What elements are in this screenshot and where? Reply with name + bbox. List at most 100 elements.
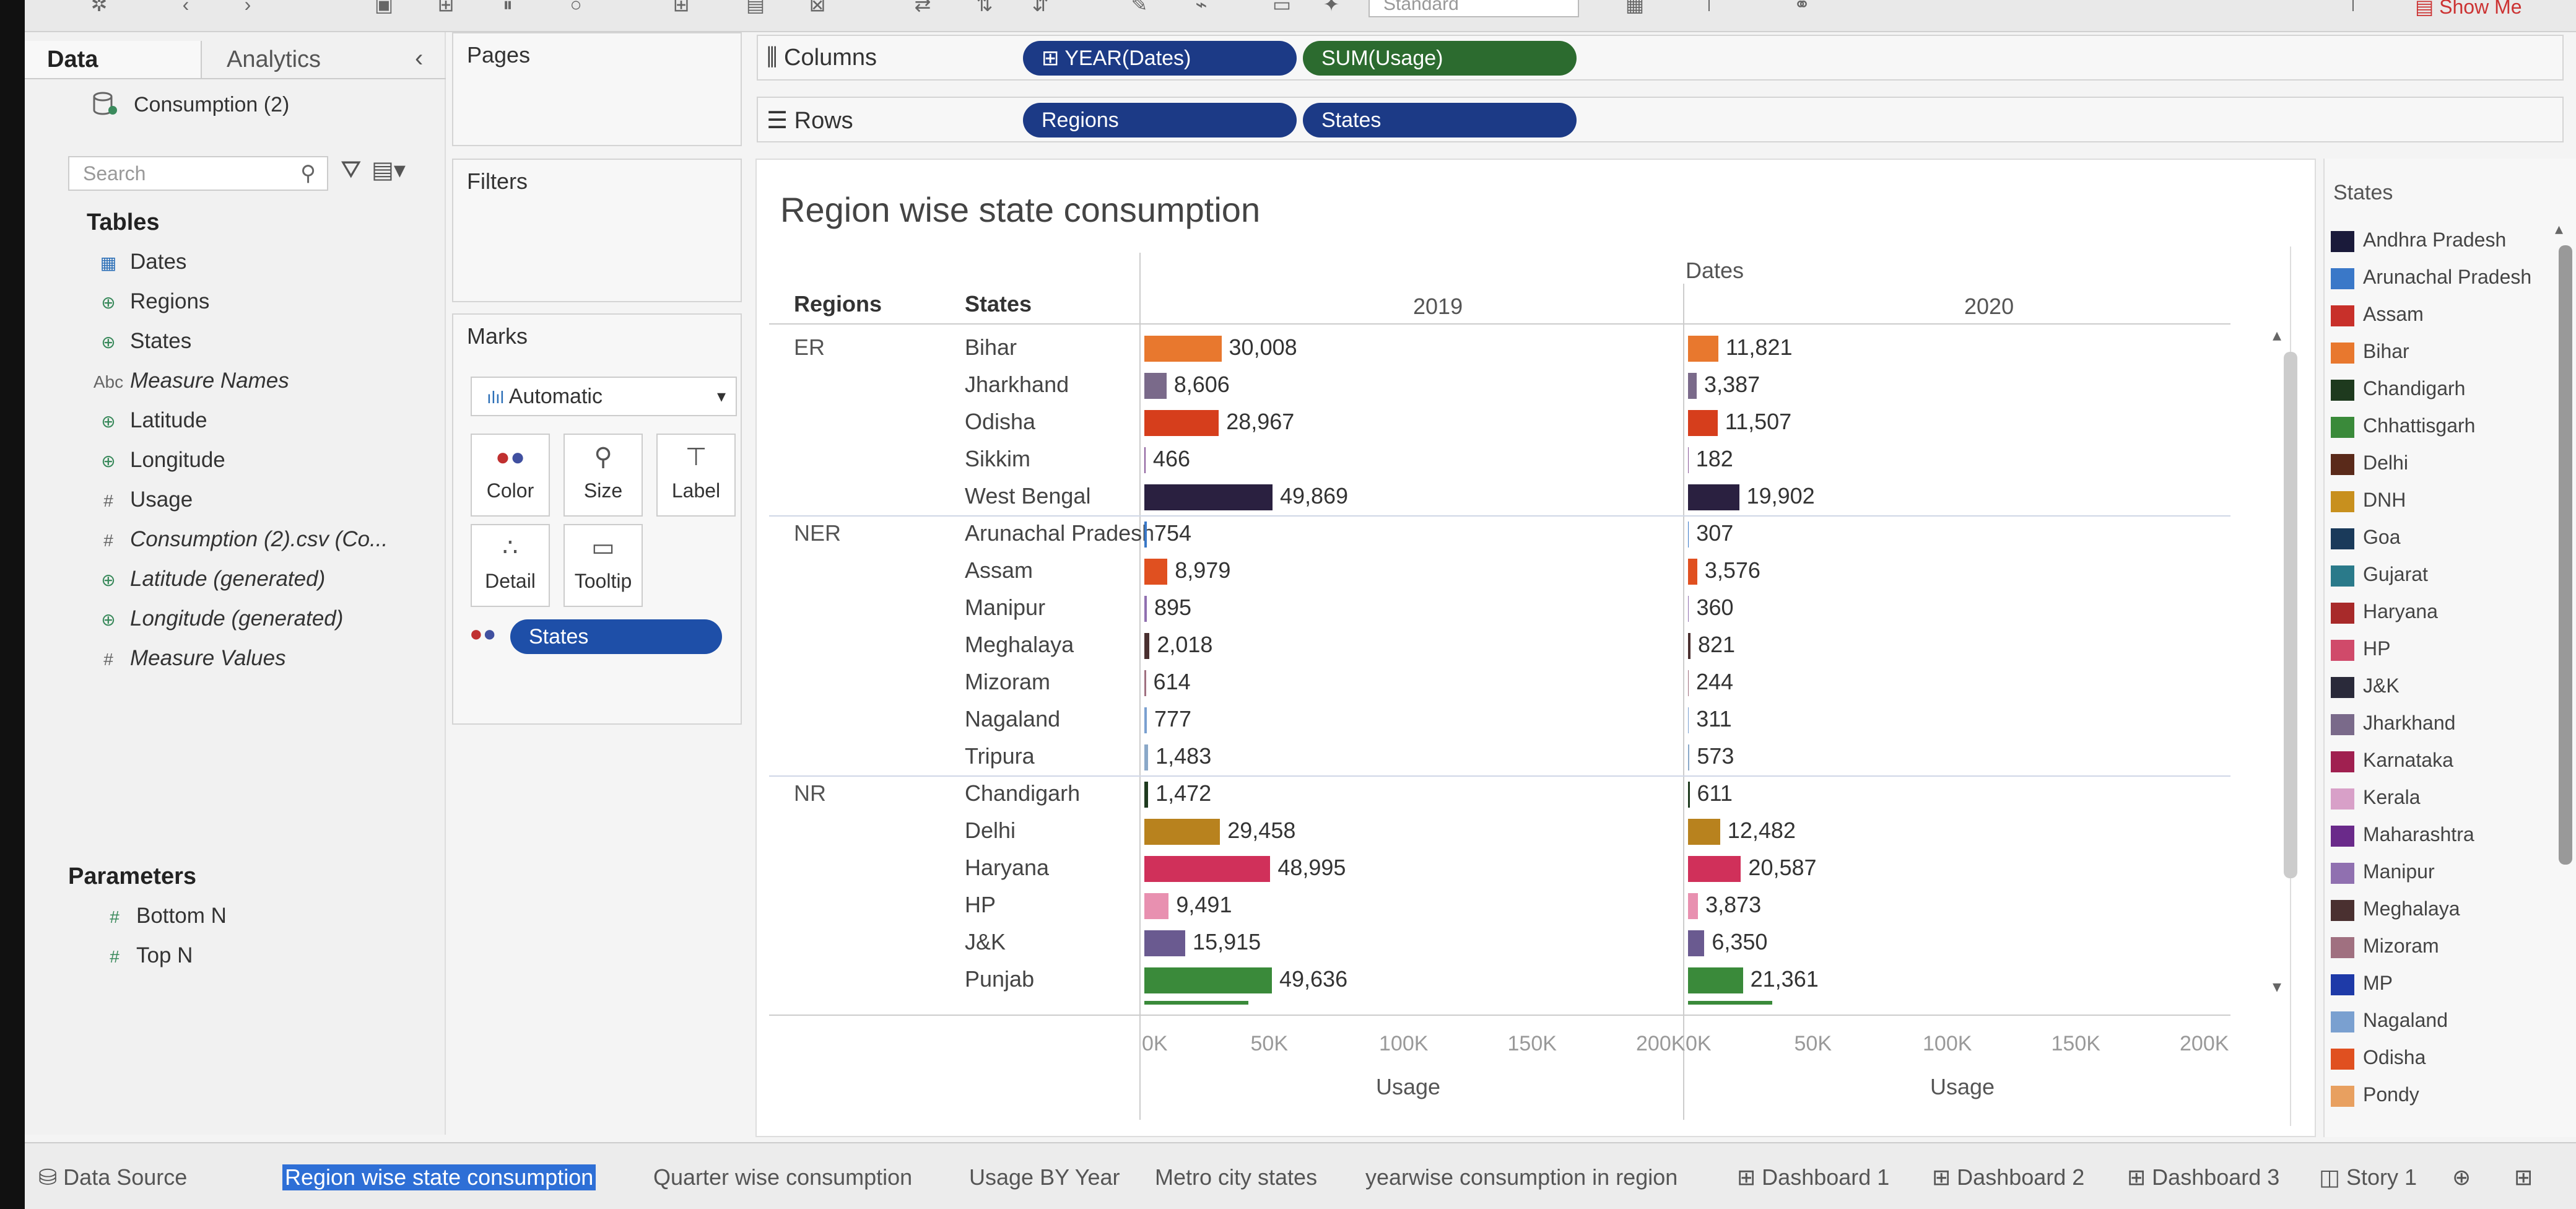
swap-icon[interactable]: ⇄ — [914, 0, 931, 15]
legend-item[interactable]: Gujarat — [2331, 559, 2428, 590]
duplicate-icon[interactable]: ▤ — [746, 0, 765, 15]
redo-icon[interactable]: › — [244, 0, 251, 15]
search-input[interactable]: Search ⚲ — [68, 156, 328, 191]
bar-2020[interactable] — [1688, 856, 1741, 882]
legend-item[interactable]: Goa — [2331, 522, 2400, 552]
bar-2020[interactable] — [1688, 819, 1720, 845]
bar-2019[interactable] — [1144, 522, 1147, 548]
tooltip-button[interactable]: ▭ Tooltip — [564, 524, 643, 607]
bar-2019[interactable] — [1144, 447, 1146, 473]
bar-2020[interactable] — [1688, 967, 1743, 993]
filter-icon[interactable]: ⛛ — [341, 156, 362, 183]
show-me-button[interactable]: ▤ Show Me — [2415, 0, 2522, 19]
field-measure-values[interactable]: # Measure Values — [87, 643, 285, 674]
pause-icon[interactable]: ⏸ — [502, 0, 513, 15]
datasource-name[interactable]: Consumption (2) — [134, 93, 290, 116]
legend-item[interactable]: J&K — [2331, 670, 2400, 701]
bar-2020[interactable] — [1688, 373, 1697, 399]
legend-item[interactable]: Manipur — [2331, 856, 2435, 887]
pin-icon[interactable]: ✦ — [1323, 0, 1340, 15]
sort-asc-icon[interactable]: ⇅ — [976, 0, 993, 15]
bar-2020[interactable] — [1688, 670, 1689, 696]
sum-usage-pill[interactable]: SUM(Usage) — [1303, 41, 1577, 76]
fit-dropdown[interactable]: Standard — [1368, 0, 1579, 17]
tab-data-source[interactable]: ⛁ Data Source — [38, 1164, 187, 1190]
bar-2019[interactable] — [1144, 410, 1219, 436]
bar-2020[interactable] — [1688, 410, 1718, 436]
tab-usage-by-year[interactable]: Usage BY Year — [969, 1164, 1120, 1190]
scroll-up-icon[interactable]: ▴ — [2273, 325, 2282, 344]
legend-item[interactable]: Delhi — [2331, 447, 2408, 478]
regions-pill[interactable]: Regions — [1023, 103, 1297, 137]
legend-item[interactable]: Haryana — [2331, 596, 2438, 627]
highlight-icon[interactable]: ✎ — [1131, 0, 1148, 15]
tab-metro-city-states[interactable]: Metro city states — [1155, 1164, 1318, 1190]
bar-2019[interactable] — [1144, 967, 1272, 993]
legend-item[interactable]: MP — [2331, 967, 2393, 998]
field-dates[interactable]: ▦ Dates — [87, 247, 187, 277]
presentation-icon[interactable]: ⊤ — [1700, 0, 1718, 15]
new-sheet-icon[interactable]: ⊞ — [672, 0, 690, 15]
tab-region-wise-state-consumption[interactable]: Region wise state consumption — [282, 1164, 596, 1190]
sort-desc-icon[interactable]: ⇵ — [1032, 0, 1049, 15]
share-icon[interactable]: ⚭ — [1793, 0, 1811, 15]
bar-2020[interactable] — [1688, 484, 1739, 510]
legend-item[interactable]: Chandigarh — [2331, 373, 2465, 404]
field-usage[interactable]: # Usage — [87, 484, 193, 515]
new-datasource-icon[interactable]: ⊞ — [437, 0, 455, 15]
bar-2020[interactable] — [1688, 782, 1690, 808]
bar-2020[interactable] — [1688, 633, 1690, 659]
tab-dashboard-2[interactable]: ⊞ Dashboard 2 — [1932, 1164, 2084, 1190]
rows-shelf[interactable]: ☰ Rows Regions States — [757, 97, 2564, 142]
bar-2019[interactable] — [1144, 633, 1150, 659]
group-icon[interactable]: ⌁ — [1195, 0, 1208, 15]
bar-2019[interactable] — [1144, 559, 1168, 585]
labels-icon[interactable]: ▭ — [1272, 0, 1292, 15]
bar-2019[interactable] — [1144, 373, 1167, 399]
new-sheet-icon[interactable]: ⊕ — [2452, 1164, 2471, 1190]
bar-2020[interactable] — [1688, 596, 1689, 622]
legend-item[interactable]: Nagaland — [2331, 1005, 2448, 1036]
bar-2019[interactable] — [1144, 819, 1221, 845]
legend-item[interactable]: Karnataka — [2331, 744, 2453, 775]
legend-item[interactable]: Meghalaya — [2331, 893, 2460, 924]
year-dates-pill[interactable]: ⊞ YEAR(Dates) — [1023, 41, 1297, 76]
columns-shelf[interactable]: ⫼ Columns ⊞ YEAR(Dates) SUM(Usage) — [757, 35, 2564, 81]
logo-icon[interactable]: ✲ — [90, 0, 108, 15]
legend-item[interactable]: Maharashtra — [2331, 819, 2474, 850]
mark-type-dropdown[interactable]: ılıl Automatic ▾ — [471, 377, 737, 416]
tab-yearwise-consumption[interactable]: yearwise consumption in region — [1365, 1164, 1678, 1190]
legend-item[interactable]: Assam — [2331, 299, 2424, 330]
pages-shelf[interactable]: Pages — [452, 32, 742, 146]
clear-icon[interactable]: ⊠ — [809, 0, 826, 15]
bar-2020[interactable] — [1688, 336, 1719, 362]
legend-item[interactable]: Jharkhand — [2331, 707, 2455, 738]
field-longitude-generated-[interactable]: ⊕ Longitude (generated) — [87, 603, 343, 634]
color-button[interactable]: ●● Color — [471, 434, 550, 517]
tooltip-icon[interactable]: ⊤ — [2344, 0, 2362, 15]
legend-item[interactable]: HP — [2331, 633, 2390, 664]
filters-shelf[interactable]: Filters — [452, 159, 742, 302]
field-regions[interactable]: ⊕ Regions — [87, 286, 209, 317]
legend-item[interactable]: Arunachal Pradesh — [2331, 261, 2531, 292]
field-states[interactable]: ⊕ States — [87, 326, 191, 357]
bar-2019[interactable] — [1144, 336, 1222, 362]
scrollbar-thumb[interactable] — [2284, 352, 2297, 878]
bar-2020[interactable] — [1688, 744, 1690, 770]
parameter-bottom-n[interactable]: # Bottom N — [93, 901, 227, 932]
bar-2019[interactable] — [1144, 856, 1271, 882]
tab-dashboard-1[interactable]: ⊞ Dashboard 1 — [1737, 1164, 1889, 1190]
field-consumption-2-csv-co-[interactable]: # Consumption (2).csv (Co... — [87, 524, 388, 555]
tab-dashboard-3[interactable]: ⊞ Dashboard 3 — [2127, 1164, 2279, 1190]
scroll-down-icon[interactable]: ▾ — [2273, 977, 2282, 996]
bar-2019[interactable] — [1144, 707, 1147, 733]
states-pill[interactable]: States — [1303, 103, 1577, 137]
field-latitude-generated-[interactable]: ⊕ Latitude (generated) — [87, 564, 325, 595]
bar-2020[interactable] — [1688, 893, 1699, 919]
bar-2019[interactable] — [1144, 596, 1147, 622]
legend-item[interactable]: Kerala — [2331, 782, 2421, 813]
legend-item[interactable]: Odisha — [2331, 1042, 2426, 1073]
parameter-top-n[interactable]: # Top N — [93, 940, 193, 971]
legend-item[interactable]: Chhattisgarh — [2331, 410, 2475, 441]
save-icon[interactable]: ▣ — [374, 0, 394, 15]
